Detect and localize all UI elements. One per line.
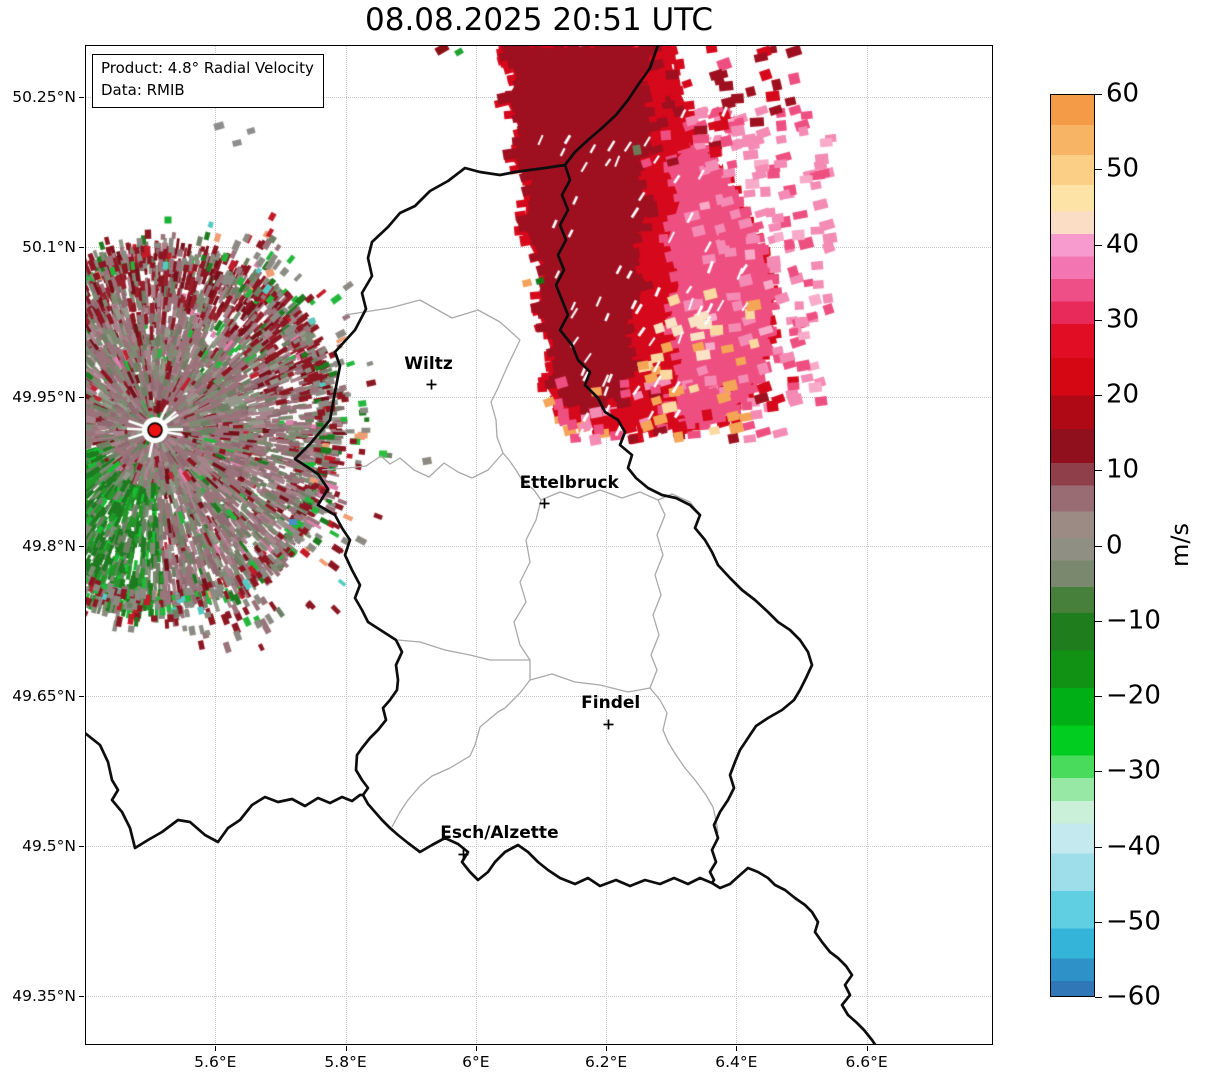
x-tick-label: 5.8°E [324,1053,367,1071]
colorbar-tick-label: 50 [1106,153,1140,184]
y-tick-mark [79,96,84,98]
y-tick-mark [79,246,84,248]
colorbar-tick-label: −20 [1106,680,1161,711]
x-tick-label: 6.2°E [584,1053,628,1071]
city-label: Findel [581,693,641,714]
city-label: Ettelbruck [519,472,619,493]
x-tick-label: 6.6°E [845,1053,888,1071]
x-tick-label: 6°E [462,1053,490,1071]
colorbar-tick-mark [1095,997,1102,998]
figure-title: 08.08.2025 20:51 UTC [365,2,713,38]
radar-velocity-layer [85,45,993,1045]
x-tick-mark [475,1046,477,1051]
y-tick-mark [79,996,84,998]
y-tick-mark [79,846,84,848]
colorbar-tick-mark [1095,319,1102,321]
city-marker [539,494,550,509]
national-borders [85,45,877,1045]
product-annotation-box: Product: 4.8° Radial Velocity Data: RMIB [92,54,324,108]
france-germany-border [710,866,877,1045]
x-tick-label: 6.4°E [715,1053,758,1071]
colorbar-tick-mark [1095,545,1102,547]
luxembourg-border [293,163,814,888]
district-borders [321,299,719,834]
colorbar-tick-label: 20 [1106,379,1140,410]
plus-marker-icon [603,719,614,730]
colorbar-tick-label: −30 [1106,755,1161,786]
plus-marker-icon [426,379,437,390]
colorbar-tick-label: 0 [1106,529,1123,560]
colorbar-tick-mark [1095,244,1102,246]
colorbar-tick-mark [1095,395,1102,396]
colorbar-tick-label: 10 [1106,454,1140,485]
y-tick-mark [79,546,84,548]
colorbar-unit-label: m/s [1166,523,1194,567]
city-marker [603,715,614,730]
colorbar-tick-mark [1095,94,1102,95]
y-tick-label: 49.65°N [12,687,76,706]
colorbar-tick-mark [1095,696,1102,697]
belgium-france-border [85,731,365,850]
belgium-germany-border [563,45,660,167]
city-marker [458,845,469,860]
map-borders [85,45,877,1045]
x-tick-mark [606,1046,608,1051]
x-tick-mark [215,1046,217,1051]
colorbar-tick-label: 40 [1106,228,1140,259]
y-tick-label: 50.25°N [12,87,76,106]
plus-marker-icon [458,849,469,860]
colorbar-tick-label: 60 [1106,78,1140,109]
y-tick-label: 49.5°N [22,837,76,856]
y-tick-mark [79,396,84,398]
colorbar-tick-label: −40 [1106,830,1161,861]
colorbar [1050,94,1095,997]
colorbar-tick-label: −10 [1106,605,1161,636]
x-tick-mark [345,1046,347,1051]
colorbar-tick-mark [1095,771,1102,773]
product-label: Product: 4.8° Radial Velocity [101,59,314,77]
colorbar-tick-label: 30 [1106,304,1140,335]
x-tick-mark [866,1046,868,1051]
city-marker [426,375,437,390]
colorbar-tick-label: −60 [1106,981,1161,1012]
y-tick-label: 49.8°N [22,537,76,556]
city-label: Esch/Alzette [440,823,559,844]
colorbar-tick-mark [1095,169,1102,171]
plus-marker-icon [539,498,550,509]
y-tick-mark [79,696,84,698]
x-tick-label: 5.6°E [194,1053,237,1071]
x-tick-mark [736,1046,738,1051]
colorbar-tick-mark [1095,620,1102,622]
colorbar-tick-mark [1095,846,1102,848]
y-tick-label: 49.35°N [12,987,76,1006]
colorbar-tick-mark [1095,470,1102,472]
colorbar-tick-label: −50 [1106,906,1161,937]
city-label: Wiltz [404,353,453,374]
colorbar-tick-mark [1095,921,1102,923]
y-tick-label: 50.1°N [22,237,76,256]
data-source-label: Data: RMIB [101,80,185,99]
y-tick-label: 49.95°N [12,387,76,406]
